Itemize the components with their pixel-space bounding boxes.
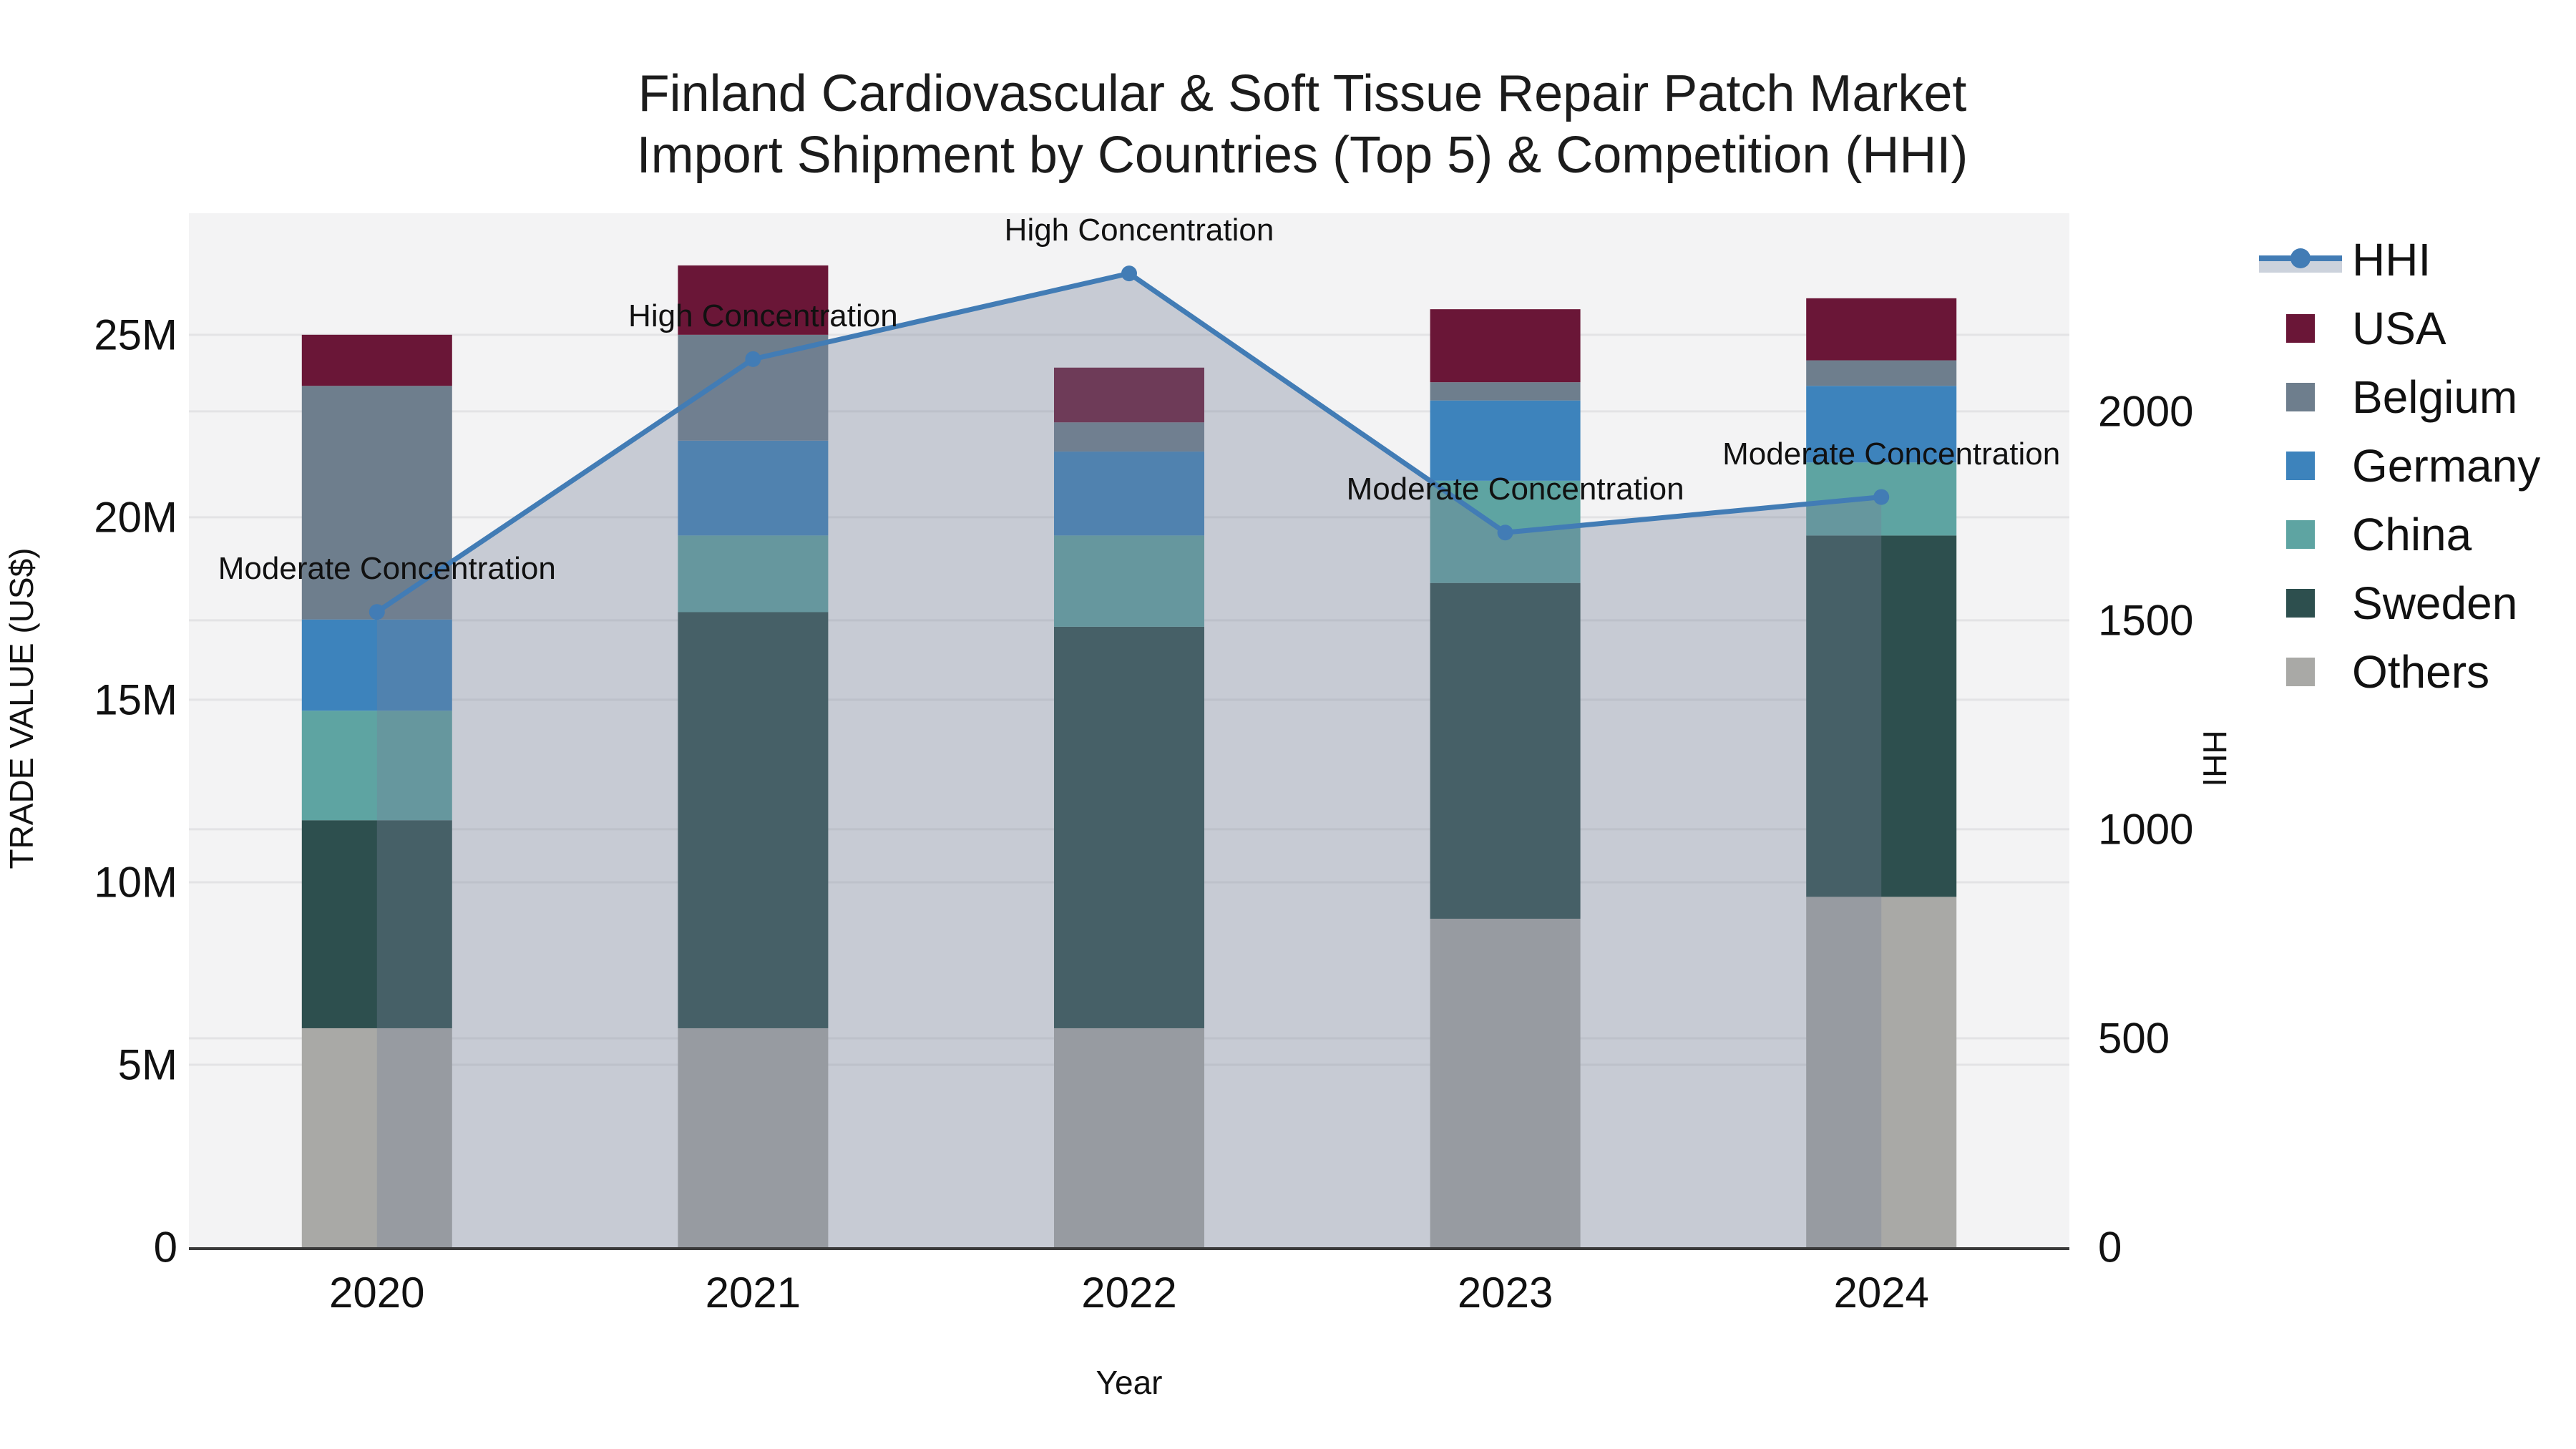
x-tick-2024: 2024 — [1833, 1269, 1929, 1317]
legend-label-others: Others — [2352, 646, 2490, 698]
bar-segment-sweden-2022[interactable] — [1054, 626, 1204, 1028]
hhi-marker-2023[interactable] — [1497, 525, 1513, 541]
legend-item-belgium[interactable]: Belgium — [2259, 371, 2517, 424]
bar-segment-germany-2021[interactable] — [678, 440, 829, 536]
annotation-2022: High Concentration — [1004, 213, 1274, 248]
bar-segment-belgium-2024[interactable] — [1806, 360, 1957, 386]
y-left-axis-title: TRADE VALUE (US$) — [3, 547, 40, 869]
legend-swatch-box — [2259, 444, 2342, 487]
hhi-line-marker-icon — [2259, 245, 2342, 274]
y-right-tick-1500: 1500 — [2098, 596, 2194, 645]
bar-segment-germany-2023[interactable] — [1430, 400, 1581, 481]
y-left-tick-20M: 20M — [94, 493, 177, 542]
legend-swatch-box — [2259, 376, 2342, 419]
sweden-color-swatch-icon — [2286, 589, 2315, 618]
annotation-2024: Moderate Concentration — [1722, 436, 2061, 472]
y-right-axis-title: HHI — [2196, 730, 2233, 787]
chart-title-line1: Finland Cardiovascular & Soft Tissue Rep… — [638, 65, 1967, 122]
hhi-marker-2024[interactable] — [1873, 489, 1890, 505]
legend-item-china[interactable]: China — [2259, 508, 2472, 561]
bar-segment-sweden-2023[interactable] — [1430, 582, 1581, 919]
bar-segment-sweden-2021[interactable] — [678, 612, 829, 1028]
bar-segment-others-2023[interactable] — [1430, 918, 1581, 1247]
x-tick-2021: 2021 — [705, 1269, 801, 1317]
bar-segment-others-2020[interactable] — [301, 1028, 452, 1247]
bar-segment-germany-2022[interactable] — [1054, 452, 1204, 536]
legend-label-hhi: HHI — [2352, 234, 2431, 286]
bar-segment-sweden-2020[interactable] — [301, 820, 452, 1028]
legend-item-germany[interactable]: Germany — [2259, 439, 2540, 492]
y-left-tick-25M: 25M — [94, 311, 177, 359]
x-tick-2022: 2022 — [1081, 1269, 1177, 1317]
legend-swatch-box — [2259, 582, 2342, 625]
chart-title: Finland Cardiovascular & Soft Tissue Rep… — [637, 63, 1968, 187]
bar-segment-usa-2024[interactable] — [1806, 298, 1957, 361]
legend-item-others[interactable]: Others — [2259, 645, 2489, 698]
legend-swatch-box — [2259, 650, 2342, 693]
annotation-2021: High Concentration — [628, 298, 898, 333]
bar-segment-others-2022[interactable] — [1054, 1028, 1204, 1247]
x-axis-title: Year — [1096, 1364, 1163, 1401]
legend-label-germany: Germany — [2352, 440, 2541, 492]
bar-segment-usa-2023[interactable] — [1430, 309, 1581, 383]
legend-swatch-box — [2259, 307, 2342, 350]
hhi-marker-2022[interactable] — [1121, 265, 1137, 282]
hhi-area-fill — [376, 273, 1882, 1248]
annotation-2023: Moderate Concentration — [1346, 472, 1684, 507]
hhi-marker-2021[interactable] — [745, 351, 761, 367]
annotation-2020: Moderate Concentration — [218, 551, 556, 587]
hhi-marker-dot-icon — [2290, 248, 2311, 268]
x-tick-2023: 2023 — [1457, 1269, 1553, 1317]
y-left-tick-10M: 10M — [94, 858, 177, 907]
bar-segment-germany-2020[interactable] — [301, 619, 452, 711]
usa-color-swatch-icon — [2286, 314, 2315, 343]
bar-segment-usa-2021[interactable] — [678, 265, 829, 335]
others-color-swatch-icon — [2286, 658, 2315, 686]
legend-label-sweden: Sweden — [2352, 577, 2518, 629]
x-tick-2020: 2020 — [329, 1269, 425, 1317]
legend-item-sweden[interactable]: Sweden — [2259, 577, 2517, 630]
belgium-color-swatch-icon — [2286, 383, 2315, 411]
legend-item-usa[interactable]: USA — [2259, 302, 2446, 355]
legend-label-china: China — [2352, 509, 2472, 560]
y-left-tick-15M: 15M — [94, 675, 177, 724]
china-color-swatch-icon — [2286, 520, 2315, 549]
y-left-tick-0: 0 — [153, 1223, 177, 1272]
bar-segment-sweden-2024[interactable] — [1806, 535, 1957, 897]
bar-segment-others-2024[interactable] — [1806, 897, 1957, 1247]
bar-segment-china-2020[interactable] — [301, 711, 452, 821]
legend-swatch-box — [2259, 513, 2342, 556]
chart-title-line2: Import Shipment by Countries (Top 5) & C… — [636, 127, 1968, 185]
bar-segment-belgium-2022[interactable] — [1054, 422, 1204, 452]
germany-color-swatch-icon — [2286, 452, 2315, 480]
bar-segment-usa-2022[interactable] — [1054, 367, 1204, 423]
legend-item-hhi[interactable]: HHI — [2259, 233, 2431, 286]
legend-hhi-line-icon — [2259, 238, 2342, 281]
hhi-marker-2020[interactable] — [369, 604, 385, 620]
y-right-tick-1000: 1000 — [2098, 805, 2194, 854]
y-left-tick-5M: 5M — [117, 1040, 177, 1089]
bar-segment-others-2021[interactable] — [678, 1028, 829, 1247]
bar-segment-china-2022[interactable] — [1054, 535, 1204, 627]
legend-label-belgium: Belgium — [2352, 371, 2518, 423]
bar-segment-germany-2024[interactable] — [1806, 386, 1957, 463]
bar-segment-belgium-2023[interactable] — [1430, 382, 1581, 401]
y-right-tick-0: 0 — [2098, 1223, 2122, 1272]
bar-segment-china-2021[interactable] — [678, 535, 829, 613]
y-right-tick-2000: 2000 — [2098, 387, 2194, 436]
bar-segment-usa-2020[interactable] — [301, 334, 452, 386]
legend-label-usa: USA — [2352, 303, 2446, 354]
y-right-tick-500: 500 — [2098, 1014, 2170, 1063]
